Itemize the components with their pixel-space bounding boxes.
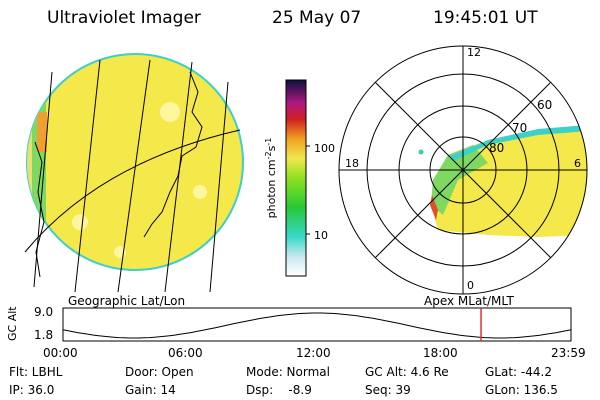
altitude-strip-chart: GC Alt	[6, 306, 572, 342]
auroral-image	[430, 125, 587, 237]
status-gain: Gain: 14	[125, 383, 176, 397]
colorbar-tick-high: 100	[314, 142, 335, 155]
altitude-tick-high: 9.0	[34, 305, 54, 319]
geographic-caption: Geographic Lat/Lon	[68, 294, 186, 308]
mlat-label-80: 80	[489, 141, 505, 155]
time-tick-0000: 00:00	[43, 346, 78, 360]
mlat-label-60: 60	[537, 98, 553, 112]
mlt-label-0: 0	[467, 279, 474, 292]
mlat-label-70: 70	[512, 121, 528, 135]
altitude-axis-label: GC Alt	[6, 306, 19, 341]
status-glon: GLon: 136.5	[485, 383, 558, 397]
colorbar-unit-label: photon cm-2s-1	[264, 138, 278, 219]
date-label: 25 May 07	[272, 8, 362, 28]
status-seq: Seq: 39	[365, 383, 411, 397]
time-tick-1800: 18:00	[423, 346, 458, 360]
status-glat: GLat: -44.2	[485, 365, 552, 379]
altitude-tick-low: 1.8	[34, 328, 54, 342]
status-door: Door: Open	[125, 365, 194, 379]
geographic-image-panel	[24, 53, 244, 293]
time-tick-0600: 06:00	[168, 346, 203, 360]
status-dsp: Dsp: -8.9	[246, 383, 312, 397]
status-mode: Mode: Normal	[246, 365, 330, 379]
time-tick-1200: 12:00	[296, 346, 331, 360]
status-ip: IP: 36.0	[9, 383, 55, 397]
status-flt: Flt: LBHL	[9, 365, 63, 379]
coastline	[34, 71, 203, 278]
time-label: 19:45:01 UT	[433, 8, 538, 28]
longitude-grid	[33, 59, 229, 293]
instrument-title: Ultraviolet Imager	[47, 8, 201, 28]
colorbar-tick-low: 10	[314, 229, 328, 242]
earth-disk	[26, 53, 244, 271]
status-gc-alt: GC Alt: 4.6 Re	[365, 365, 449, 379]
polar-mlt-plot	[338, 45, 588, 295]
mlt-label-12: 12	[467, 46, 481, 59]
latitude-line	[24, 129, 241, 253]
apex-caption: Apex MLat/MLT	[424, 294, 514, 308]
mlt-label-6: 6	[574, 157, 581, 170]
color-scale-bar: photon cm-2s-1	[264, 79, 310, 277]
mlt-label-18: 18	[345, 157, 359, 170]
time-tick-2359: 23:59	[551, 346, 586, 360]
